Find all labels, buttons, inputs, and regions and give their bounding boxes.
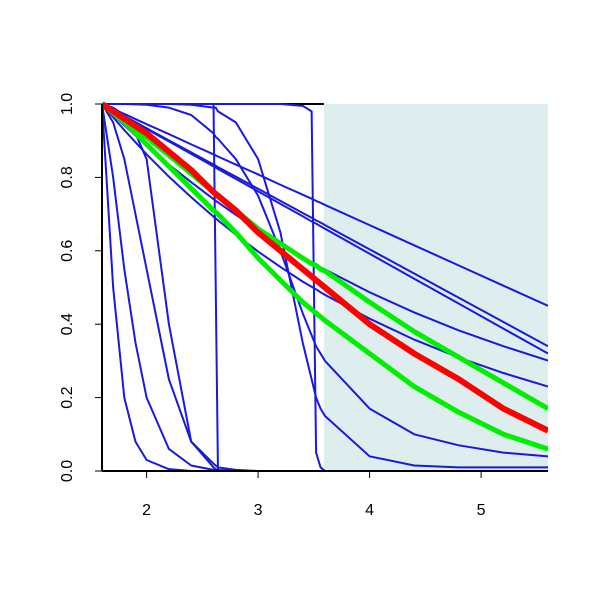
y-tick-label: 0.0 — [59, 460, 76, 482]
y-tick-label: 0.4 — [59, 313, 76, 335]
series-line — [102, 101, 548, 434]
x-tick-label: 3 — [254, 502, 263, 519]
series-line — [102, 103, 548, 355]
x-tick-label: 5 — [477, 502, 486, 519]
y-tick-label: 0.6 — [59, 240, 76, 262]
y-tick-label: 0.2 — [59, 386, 76, 408]
x-tick-label: 4 — [365, 502, 374, 519]
y-tick-label: 1.0 — [59, 93, 76, 115]
y-tick-label: 0.8 — [59, 166, 76, 188]
series-line — [102, 103, 548, 307]
x-tick-label: 2 — [142, 502, 151, 519]
series-line — [102, 102, 548, 452]
